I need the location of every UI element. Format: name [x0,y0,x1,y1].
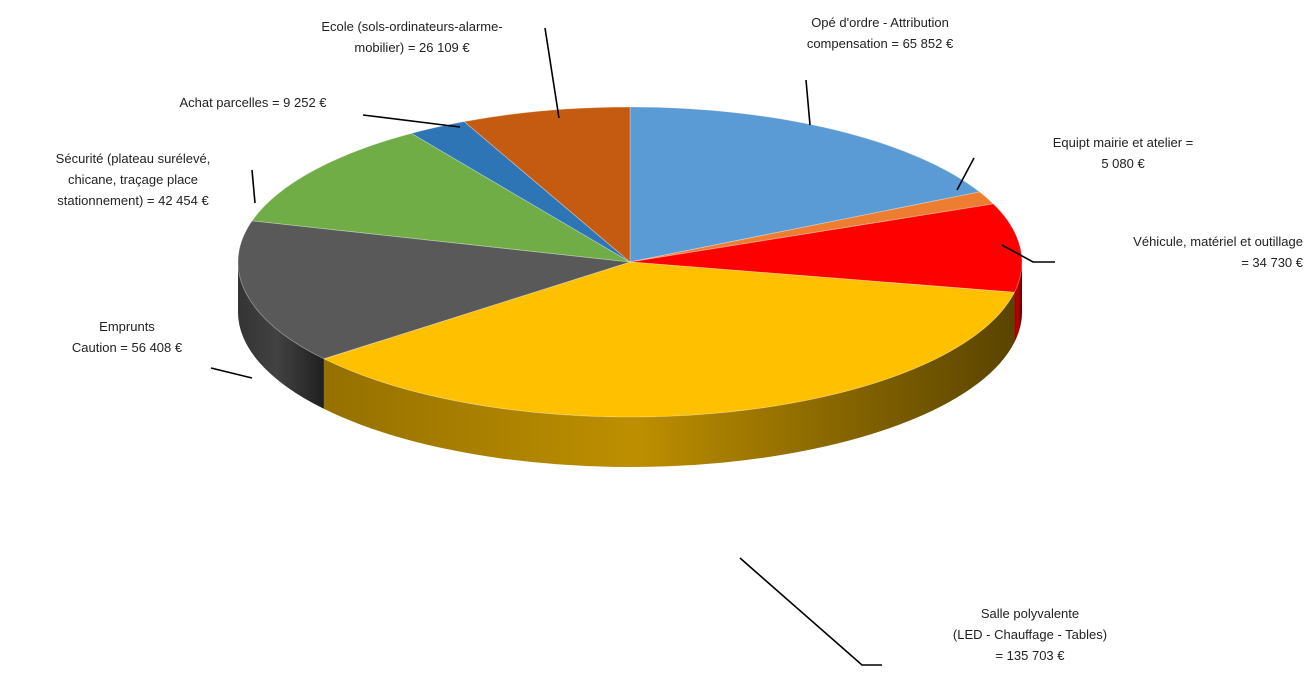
slice-label-5: Sécurité (plateau surélevé, chicane, traç… [56,151,211,208]
slice-label-5-line-0: Sécurité (plateau surélevé, [56,151,211,166]
slice-label-5-line-1: chicane, traçage place [68,172,198,187]
slice-label-2-line-0: Véhicule, matériel et outillage [1133,234,1303,249]
slice-label-7: Ecole (sols-ordinateurs-alarme-mobilier)… [321,19,502,55]
leader-line-6 [362,114,461,128]
slice-label-5-line-2: stationnement) = 42 454 € [57,193,209,208]
slice-label-7-line-1: mobilier) = 26 109 € [354,40,470,55]
pie-side-shading-4 [237,262,324,409]
leader-line-0 [805,79,811,126]
leader-line-2 [1001,244,1055,263]
slice-label-6-line-0: Achat parcelles = 9 252 € [179,95,327,110]
pie-side-shading-2 [1014,262,1022,343]
slice-label-1-line-1: 5 080 € [1101,156,1145,171]
pie-slice-5 [251,132,631,263]
leader-line-5 [251,169,256,204]
slice-label-4-line-0: Emprunts [99,319,155,334]
slice-label-0-line-1: compensation = 65 852 € [807,36,954,51]
slice-label-1-line-0: Equipt mairie et atelier = [1053,135,1194,150]
slice-label-3: Salle polyvalente (LED - Chauffage - Tabl… [953,606,1107,663]
slice-label-4-line-1: Caution = 56 408 € [72,340,183,355]
slice-label-0: Opé d'ordre - Attribution compensation = … [807,15,954,51]
slice-label-1: Equipt mairie et atelier = 5 080 € [1053,135,1194,171]
slice-label-4: Emprunts Caution = 56 408 € [72,319,183,355]
slice-label-2-line-1: = 34 730 € [1241,255,1304,270]
pie-slice-7 [463,106,631,263]
slice-label-3-line-1: (LED - Chauffage - Tables) [953,627,1107,642]
pie-slice-4 [237,220,631,360]
leader-line-1 [956,157,975,191]
slice-label-6: Achat parcelles = 9 252 € [179,95,327,110]
pie-slice-0 [629,106,981,263]
pie-slice-1 [629,191,995,263]
slice-label-3-line-2: = 135 703 € [995,648,1065,663]
leader-line-7 [544,27,560,119]
slice-label-3-line-0: Salle polyvalente [981,606,1079,621]
leader-line-4 [210,367,253,379]
pie-slice-2 [629,203,1023,293]
pie-slice-6 [410,121,631,263]
leader-line-3 [739,557,882,666]
slice-label-0-line-0: Opé d'ordre - Attribution [811,15,949,30]
slice-label-7-line-0: Ecole (sols-ordinateurs-alarme- [321,19,502,34]
pie-slice-3 [322,261,1016,418]
pie-side-shading-3 [323,292,1015,467]
slice-label-2: Véhicule, matériel et outillage = 34 730 … [1133,234,1304,270]
